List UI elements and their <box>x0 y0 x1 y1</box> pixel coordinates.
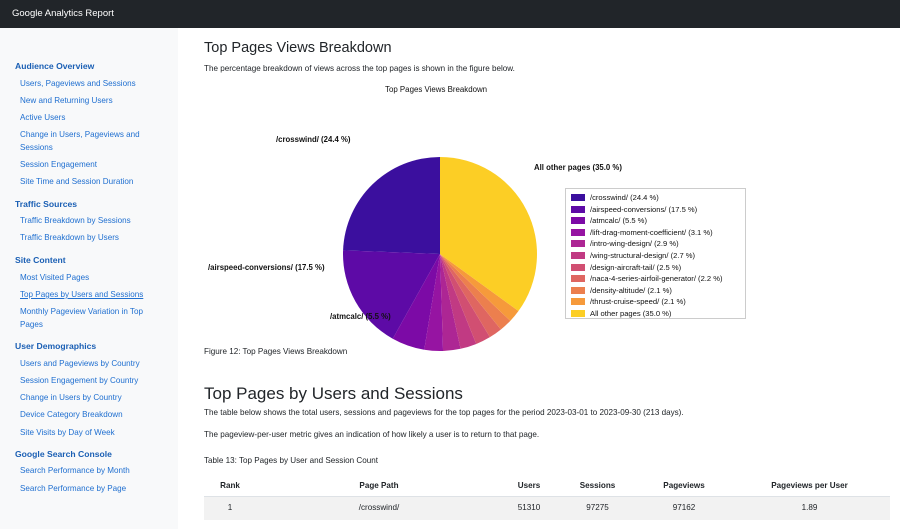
legend-swatch <box>571 263 585 271</box>
legend-item: /design-aircraft-tail/ (2.5 %) <box>571 263 681 274</box>
pie-slice-7 <box>440 254 501 338</box>
pie-label-crosswind: /crosswind/ (24.4 %) <box>276 135 351 144</box>
sidebar-item-monthly-pageview-variation[interactable]: Monthly Pageview Variation in Top Pages <box>20 307 143 329</box>
sidebar-item-search-by-page[interactable]: Search Performance by Page <box>20 484 127 493</box>
table-cell-pageviews: 97162 <box>672 503 696 512</box>
section-heading-top-pages: Top Pages by Users and Sessions <box>204 384 463 403</box>
table-row: 1 /crosswind/ 51310 97275 97162 1.89 <box>204 497 890 520</box>
table-header-sessions[interactable]: Sessions <box>579 481 616 490</box>
pie-chart <box>343 157 537 351</box>
legend-item: /airspeed-conversions/ (17.5 %) <box>571 205 697 216</box>
legend-item: /naca-4-series-airfoil-generator/ (2.2 %… <box>571 274 723 285</box>
legend-label: /intro-wing-design/ (2.9 %) <box>590 239 679 249</box>
sidebar-item-engagement-by-country[interactable]: Session Engagement by Country <box>20 376 139 385</box>
legend-label: /crosswind/ (24.4 %) <box>590 193 659 202</box>
sidebar-item-change-in-users[interactable]: Change in Users, Pageviews and Sessions <box>20 130 140 152</box>
sidebar-item-session-engagement[interactable]: Session Engagement <box>20 160 97 169</box>
section-heading-views-breakdown: Top Pages Views Breakdown <box>204 40 392 56</box>
app-title[interactable]: Google Analytics Report <box>12 8 114 19</box>
legend-label: /thrust-cruise-speed/ (2.1 %) <box>590 297 686 307</box>
table-header-row: Rank Page Path Users Sessions Pageviews … <box>204 475 890 497</box>
legend-swatch <box>571 275 585 283</box>
top-navbar: Google Analytics Report <box>0 0 900 28</box>
legend-label: /atmcalc/ (5.5 %) <box>590 216 647 226</box>
table-cell-users: 51310 <box>517 503 541 512</box>
sidebar-section-audience-overview[interactable]: Audience Overview <box>15 61 95 71</box>
chart-title: Top Pages Views Breakdown <box>385 85 488 94</box>
pie-slice-2 <box>392 254 440 350</box>
sidebar-section-user-demographics[interactable]: User Demographics <box>15 341 97 351</box>
pie-label-all-other-pages: All other pages (35.0 %) <box>534 163 622 172</box>
table-cell-pageviews-per-user: 1.89 <box>801 503 818 512</box>
pie-slice-9 <box>440 254 519 321</box>
pie-label-atmcalc: /atmcalc/ (5.5 %) <box>330 312 391 321</box>
sidebar-item-top-pages[interactable]: Top Pages by Users and Sessions <box>20 290 144 299</box>
legend-swatch <box>571 228 585 236</box>
sidebar-section-traffic-sources[interactable]: Traffic Sources <box>15 199 78 209</box>
legend-item: /thrust-cruise-speed/ (2.1 %) <box>571 297 686 308</box>
pie-label-airspeed-conversions: /airspeed-conversions/ (17.5 %) <box>208 263 325 272</box>
section-intro: The percentage breakdown of views across… <box>204 64 515 73</box>
legend-item: /lift-drag-moment-coefficient/ (3.1 %) <box>571 228 713 239</box>
pie-slice-5 <box>440 254 477 349</box>
legend-item: /crosswind/ (24.4 %) <box>571 193 659 204</box>
legend-label: /naca-4-series-airfoil-generator/ (2.2 %… <box>590 274 723 284</box>
sidebar-item-traffic-by-sessions[interactable]: Traffic Breakdown by Sessions <box>20 216 131 225</box>
legend-label: /lift-drag-moment-coefficient/ (3.1 %) <box>590 227 713 237</box>
table-header-page-path[interactable]: Page Path <box>359 481 399 490</box>
legend-swatch <box>571 205 585 213</box>
pie-slice-6 <box>440 254 490 344</box>
sidebar-item-active-users[interactable]: Active Users <box>20 113 66 122</box>
pie-slice-1 <box>343 250 440 339</box>
sidebar-item-site-time[interactable]: Site Time and Session Duration <box>20 177 134 186</box>
sidebar-item-users-by-country[interactable]: Users and Pageviews by Country <box>20 359 140 368</box>
pie-slice-3 <box>424 254 444 351</box>
legend-item: /intro-wing-design/ (2.9 %) <box>571 239 679 250</box>
legend-swatch <box>571 286 585 294</box>
sidebar: Audience Overview Users, Pageviews and S… <box>0 28 178 529</box>
legend-label: /design-aircraft-tail/ (2.5 %) <box>590 262 682 272</box>
table-cell-sessions: 97275 <box>586 503 609 512</box>
sidebar-item-users-pageviews-sessions[interactable]: Users, Pageviews and Sessions <box>20 79 136 88</box>
sidebar-item-search-by-month[interactable]: Search Performance by Month <box>20 466 130 475</box>
legend-swatch <box>571 252 585 259</box>
pie-slice-8 <box>440 254 511 330</box>
legend-swatch <box>571 310 585 317</box>
sidebar-section-search-console[interactable]: Google Search Console <box>15 449 112 459</box>
legend-label: /density-altitude/ (2.1 %) <box>590 285 672 295</box>
main-content: Top Pages Views Breakdown The percentage… <box>178 28 900 529</box>
table-header-users[interactable]: Users <box>517 481 541 490</box>
pie-slice-0 <box>343 157 440 254</box>
sidebar-item-new-returning-users[interactable]: New and Returning Users <box>20 96 113 105</box>
sidebar-item-device-category[interactable]: Device Category Breakdown <box>20 410 123 419</box>
legend-swatch <box>571 298 585 306</box>
table-cell-rank: 1 <box>227 503 233 512</box>
legend-swatch <box>571 217 585 225</box>
pie-slice-10 <box>440 157 537 312</box>
section-paragraph-period: The table below shows the total users, s… <box>204 408 684 417</box>
legend-swatch <box>571 240 585 248</box>
legend-item: /atmcalc/ (5.5 %) <box>571 216 647 227</box>
table-caption: Table 13: Top Pages by User and Session … <box>204 456 378 465</box>
legend-item: All other pages (35.0 %) <box>571 309 671 320</box>
table-header-rank[interactable]: Rank <box>220 481 240 490</box>
legend-item: /density-altitude/ (2.1 %) <box>571 286 672 297</box>
section-paragraph-metric: The pageview-per-user metric gives an in… <box>204 430 540 439</box>
sidebar-section-site-content[interactable]: Site Content <box>15 255 66 265</box>
table-header-pageviews-per-user[interactable]: Pageviews per User <box>771 481 848 490</box>
figure-caption: Figure 12: Top Pages Views Breakdown <box>204 347 348 356</box>
legend-label: /airspeed-conversions/ (17.5 %) <box>590 204 698 214</box>
legend-label: /wing-structural-design/ (2.7 %) <box>590 251 696 260</box>
sidebar-item-change-by-country[interactable]: Change in Users by Country <box>20 393 122 402</box>
table-header-pageviews[interactable]: Pageviews <box>663 481 705 490</box>
sidebar-item-day-of-week[interactable]: Site Visits by Day of Week <box>20 428 115 437</box>
sidebar-item-traffic-by-users[interactable]: Traffic Breakdown by Users <box>20 233 119 242</box>
sidebar-item-most-visited-pages[interactable]: Most Visited Pages <box>20 273 90 282</box>
legend-item: /wing-structural-design/ (2.7 %) <box>571 251 695 262</box>
table-cell-page-path: /crosswind/ <box>358 503 400 512</box>
legend-label: All other pages (35.0 %) <box>590 309 672 318</box>
pie-slice-4 <box>440 254 461 351</box>
legend-swatch <box>571 194 585 201</box>
chart-legend: /crosswind/ (24.4 %) /airspeed-conversion… <box>565 188 746 319</box>
